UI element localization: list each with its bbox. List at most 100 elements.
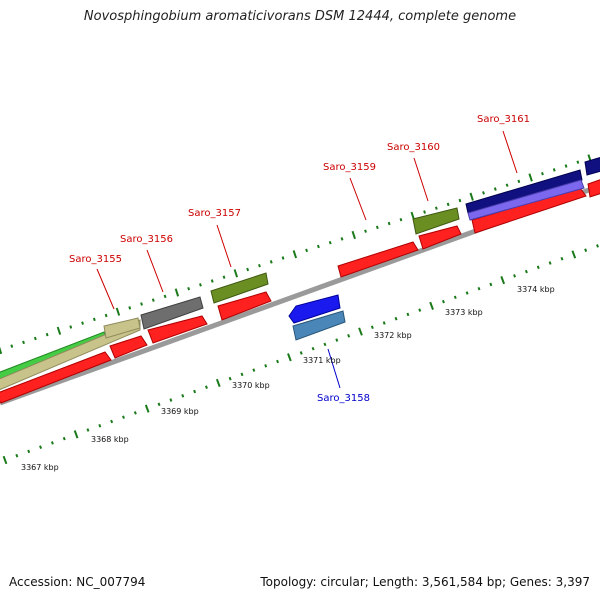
- gene-label: Saro_3161: [477, 114, 530, 125]
- major-tick: [429, 301, 434, 310]
- major-tick: [292, 250, 298, 259]
- minor-tick: [92, 317, 96, 322]
- minor-tick: [375, 225, 379, 230]
- minor-tick: [110, 419, 114, 424]
- major-tick: [0, 346, 3, 355]
- minor-tick: [489, 282, 493, 287]
- cds-feature[interactable]: [0, 351, 112, 404]
- minor-tick: [505, 183, 509, 187]
- minor-tick: [434, 206, 438, 210]
- major-tick: [56, 326, 62, 335]
- minor-tick: [576, 160, 580, 164]
- cds-feature[interactable]: [418, 225, 462, 250]
- gene-feature-khaki[interactable]: [0, 319, 141, 391]
- cds-feature[interactable]: [587, 178, 600, 198]
- accession-label: Accession: NC_007794: [9, 575, 146, 589]
- minor-tick: [305, 248, 309, 253]
- minor-tick: [50, 441, 54, 445]
- minor-tick: [513, 274, 517, 278]
- minor-tick: [181, 394, 185, 398]
- minor-tick: [228, 376, 232, 381]
- minor-tick: [477, 286, 481, 291]
- minor-tick: [122, 415, 125, 419]
- minor-tick: [311, 346, 315, 351]
- minor-tick: [387, 221, 391, 226]
- gene-feature-steelblue-reverse[interactable]: [292, 310, 346, 341]
- minor-tick: [465, 291, 469, 295]
- minor-tick: [240, 372, 244, 377]
- cds-feature[interactable]: [147, 315, 208, 344]
- minor-tick: [552, 168, 556, 172]
- minor-tick: [316, 244, 320, 249]
- minor-tick: [264, 364, 268, 368]
- minor-tick: [418, 308, 422, 312]
- minor-tick: [524, 269, 528, 274]
- gene-feature-navy[interactable]: [584, 156, 600, 176]
- scale-tick-label: 3370 kbp: [232, 381, 270, 390]
- minor-tick: [10, 344, 14, 348]
- minor-tick: [281, 256, 285, 260]
- minor-tick: [133, 411, 137, 415]
- minor-tick: [163, 294, 167, 299]
- minor-tick: [548, 261, 552, 265]
- scale-tick-label: 3371 kbp: [303, 356, 341, 365]
- gene-feature-olive[interactable]: [412, 207, 460, 235]
- minor-tick: [258, 263, 261, 268]
- cds-feature[interactable]: [217, 291, 272, 321]
- minor-tick: [81, 321, 84, 325]
- minor-tick: [493, 187, 497, 191]
- gene-feature-gray[interactable]: [140, 296, 204, 330]
- map-title: Novosphingobium aromaticivorans DSM 1244…: [83, 9, 517, 24]
- major-tick: [2, 455, 8, 465]
- minor-tick: [104, 313, 108, 318]
- minor-tick: [187, 286, 191, 291]
- minor-tick: [199, 283, 202, 287]
- gene-feature-blue-reverse[interactable]: [288, 294, 341, 324]
- minor-tick: [204, 385, 208, 389]
- minor-tick: [399, 217, 403, 222]
- gene-feature-khaki[interactable]: [103, 317, 141, 339]
- minor-tick: [299, 351, 303, 355]
- minor-tick: [157, 402, 161, 407]
- minor-tick: [328, 240, 332, 245]
- minor-tick: [151, 298, 155, 302]
- gene-feature-navy[interactable]: [465, 169, 583, 214]
- minor-tick: [193, 389, 197, 394]
- scale-tick-label: 3373 kbp: [445, 308, 483, 317]
- minor-tick: [15, 453, 19, 458]
- scale-tick-label: 3368 kbp: [91, 435, 129, 444]
- minor-tick: [140, 302, 143, 306]
- minor-tick: [347, 334, 351, 338]
- minor-tick: [394, 316, 398, 321]
- gene-feature-olive[interactable]: [210, 272, 269, 304]
- scale-tick-label: 3367 kbp: [21, 463, 59, 472]
- major-tick: [215, 378, 221, 388]
- feature-tracks: [0, 156, 600, 404]
- minor-tick: [406, 312, 410, 317]
- gene-label: Saro_3160: [387, 142, 440, 153]
- scale-tick-label: 3369 kbp: [161, 407, 199, 416]
- major-tick: [144, 404, 150, 413]
- minor-tick: [210, 279, 214, 283]
- major-tick: [73, 430, 79, 439]
- minor-tick: [169, 398, 173, 402]
- minor-tick: [98, 423, 102, 428]
- scale-tick-label: 3374 kbp: [517, 285, 555, 294]
- major-tick: [571, 250, 577, 259]
- minor-tick: [596, 244, 599, 248]
- genome-summary: Topology: circular; Length: 3,561,584 bp…: [260, 575, 590, 589]
- cds-feature[interactable]: [109, 335, 148, 359]
- minor-tick: [536, 265, 540, 270]
- cds-feature[interactable]: [337, 241, 419, 278]
- major-tick: [351, 230, 356, 240]
- minor-tick: [441, 299, 445, 304]
- major-tick: [358, 327, 363, 336]
- minor-tick: [269, 260, 273, 264]
- minor-tick: [128, 306, 132, 310]
- major-tick: [469, 192, 474, 201]
- lower-tick-row: [2, 244, 599, 465]
- minor-tick: [482, 191, 485, 195]
- gene-label: Saro_3158: [317, 393, 370, 404]
- gene-feature-violet[interactable]: [467, 179, 585, 221]
